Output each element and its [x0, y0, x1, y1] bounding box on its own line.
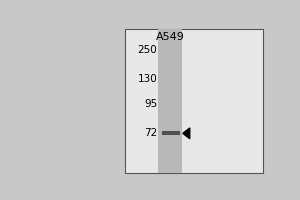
- Text: A549: A549: [156, 32, 184, 42]
- Text: 72: 72: [144, 128, 157, 138]
- Text: 130: 130: [137, 74, 157, 84]
- Text: 250: 250: [137, 45, 157, 55]
- Bar: [162, 131, 181, 135]
- Bar: [158, 29, 182, 173]
- Bar: [125, 29, 263, 173]
- Polygon shape: [183, 128, 190, 139]
- Text: 95: 95: [144, 99, 157, 109]
